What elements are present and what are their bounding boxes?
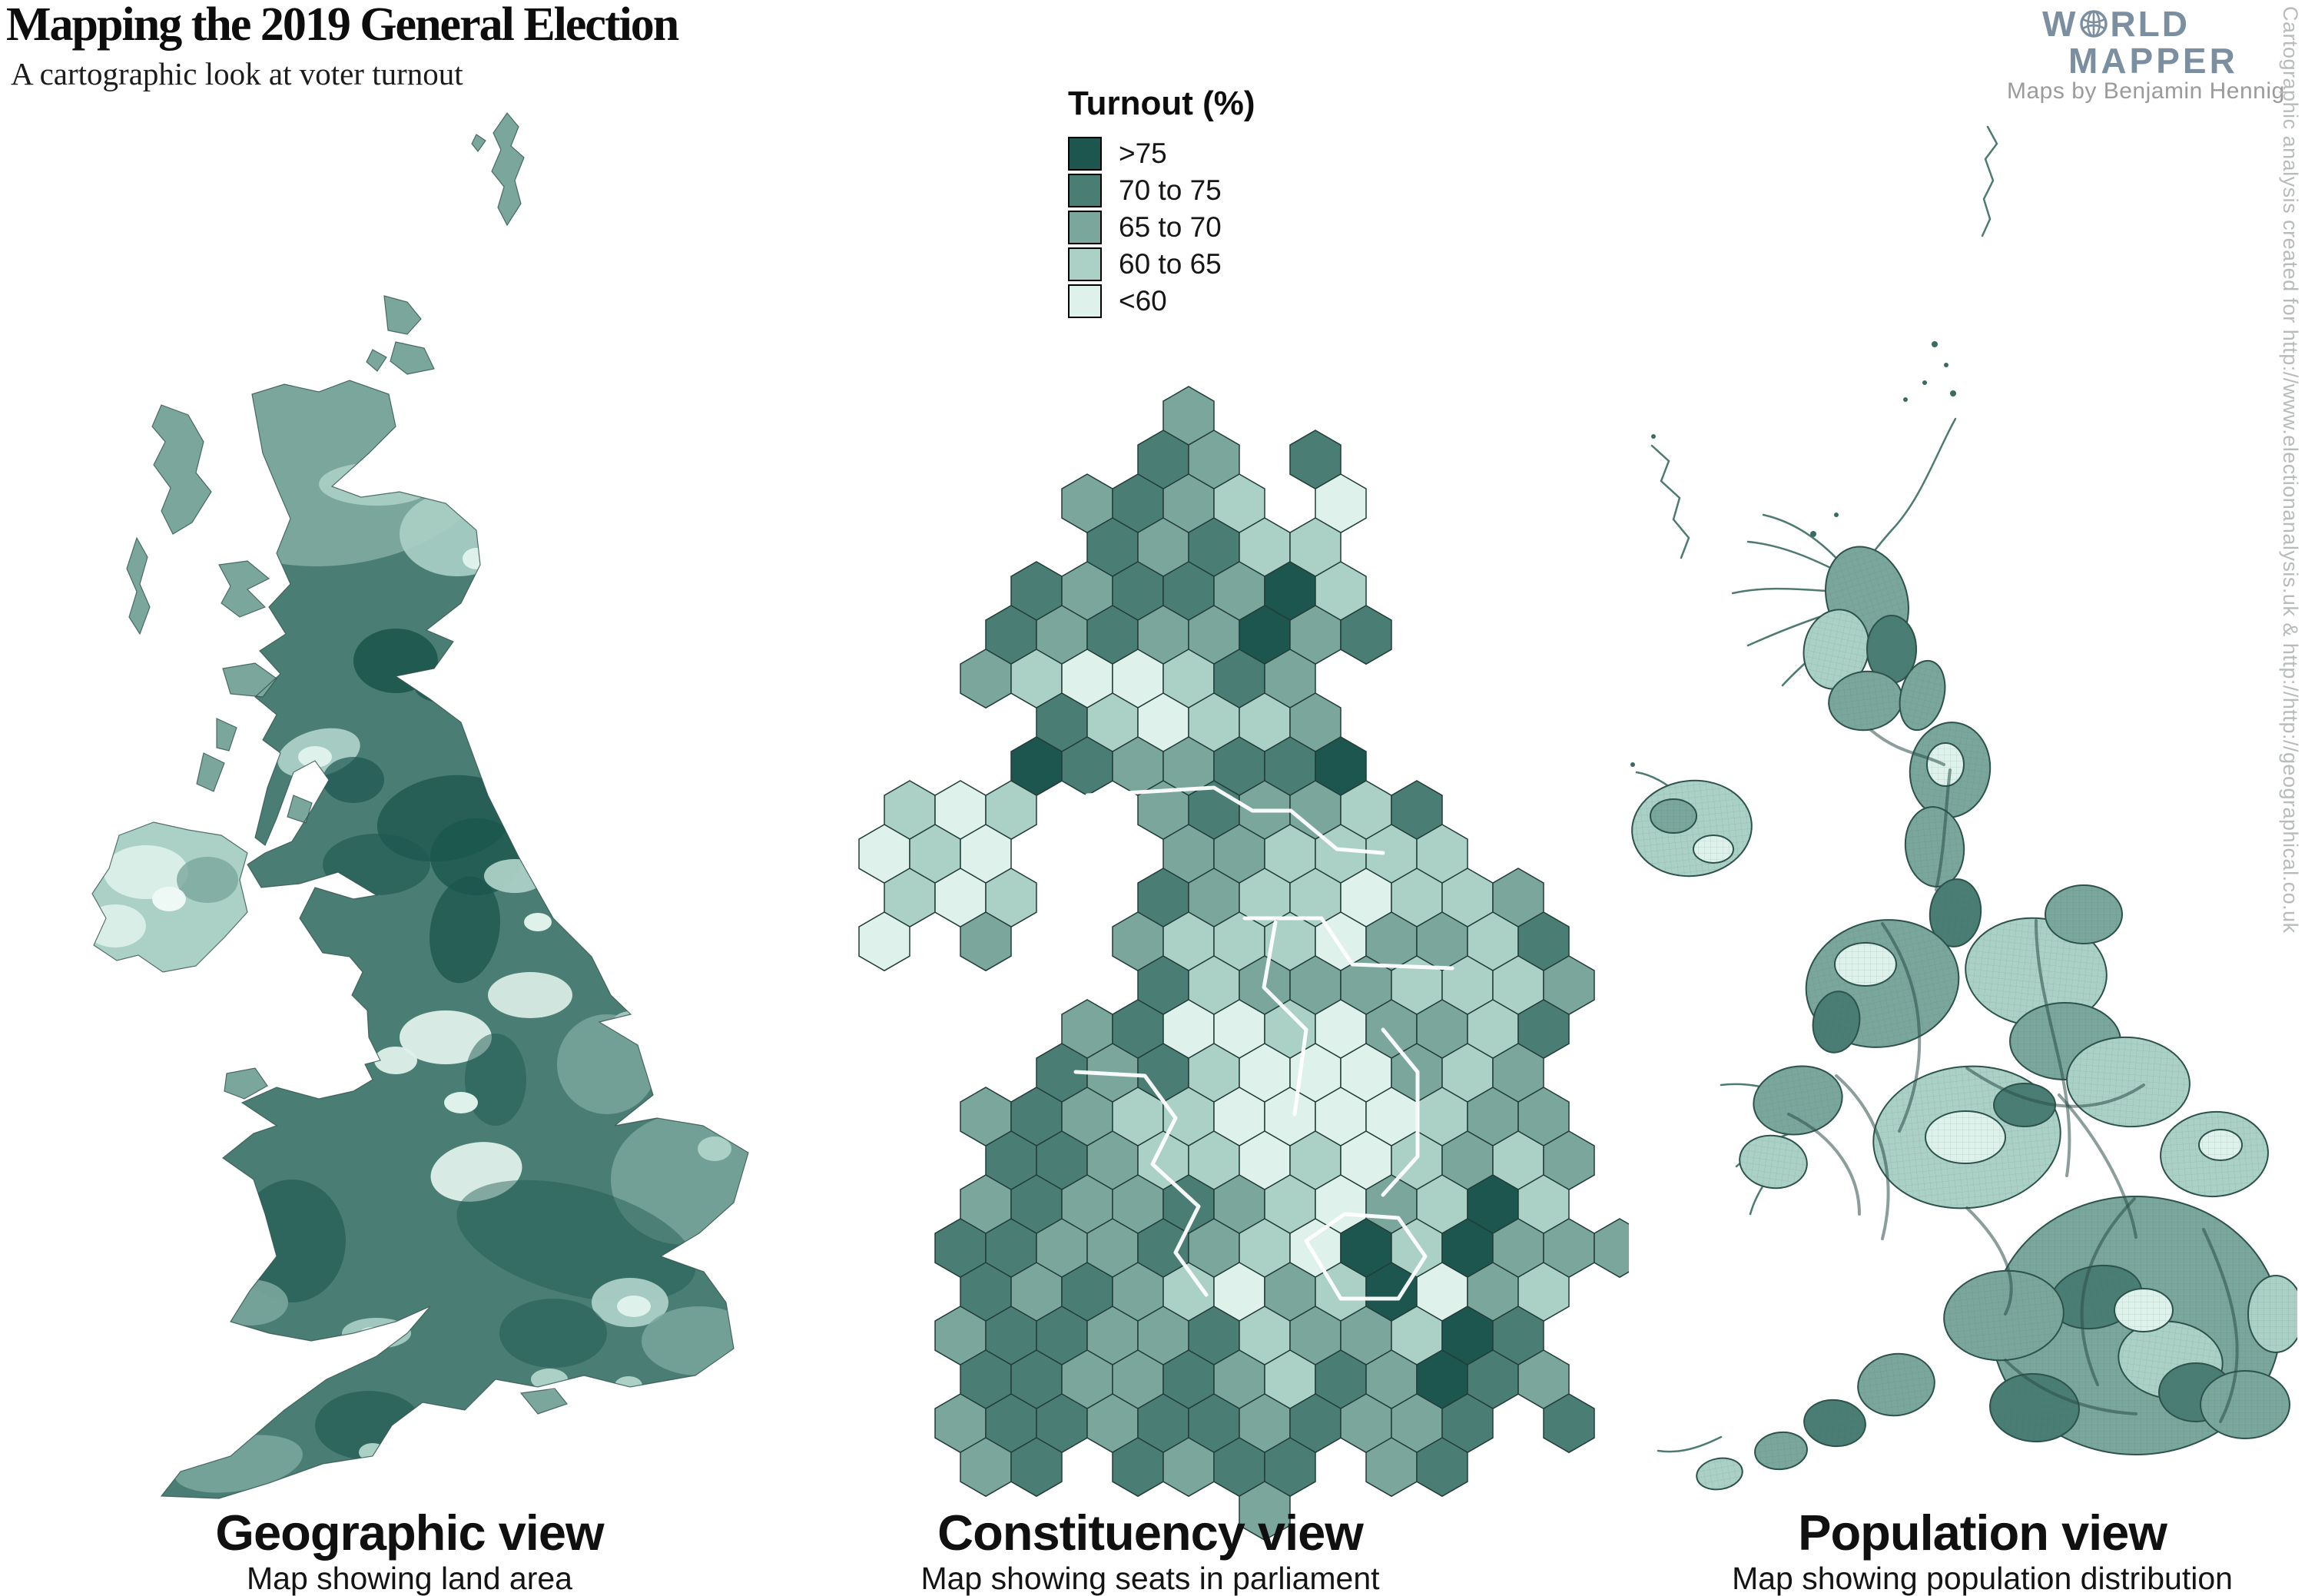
legend-label: <60: [1119, 285, 1167, 317]
legend-item: <60: [1068, 283, 1255, 320]
legend-label: >75: [1119, 138, 1167, 169]
geographic-choropleth-map: [91, 112, 749, 1499]
caption-subtitle: Map showing land area: [247, 1561, 572, 1596]
turnout-legend: Turnout (%) >75 70 to 75 65 to 70 60 to 65 <…: [1068, 85, 1255, 320]
legend-label: 60 to 65: [1119, 248, 1222, 280]
legend-items: >75 70 to 75 65 to 70 60 to 65 <60: [1068, 135, 1255, 320]
page-subtitle: A cartographic look at voter turnout: [11, 56, 463, 91]
legend-item: 60 to 65: [1068, 246, 1255, 283]
legend-item: 70 to 75: [1068, 172, 1255, 209]
globe-icon: [2080, 10, 2108, 38]
constituency-hex-cartogram: [858, 386, 1629, 1541]
population-cartogram: [1630, 125, 2297, 1491]
worldmapper-logo: W RLD: [2042, 6, 2190, 41]
logo-word-part: RLD: [2110, 4, 2190, 44]
legend-label: 70 to 75: [1119, 174, 1222, 206]
caption-subtitle: Map showing seats in parliament: [920, 1561, 1380, 1596]
side-attribution: Cartographic analysis created for http:/…: [2279, 6, 2302, 934]
caption-title: Geographic view: [215, 1505, 604, 1561]
worldmapper-logo-line2: MAPPER: [2068, 41, 2238, 81]
caption-constituency: Constituency view Map showing seats in p…: [766, 1505, 1534, 1596]
legend-swatch: [1068, 174, 1102, 207]
legend-item: >75: [1068, 135, 1255, 172]
legend-title: Turnout (%): [1068, 85, 1255, 122]
caption-title: Constituency view: [937, 1505, 1364, 1561]
legend-swatch: [1068, 137, 1102, 171]
caption-geographic: Geographic view Map showing land area: [25, 1505, 794, 1596]
legend-item: 65 to 70: [1068, 209, 1255, 246]
logo-word-part: W: [2042, 4, 2078, 44]
legend-label: 65 to 70: [1119, 211, 1222, 243]
legend-swatch: [1068, 211, 1102, 244]
caption-subtitle: Map showing population distribution: [1732, 1561, 2233, 1596]
map-author-credit: Maps by Benjamin Hennig: [2007, 78, 2285, 104]
caption-population: Population view Map showing population d…: [1598, 1505, 2305, 1596]
legend-swatch: [1068, 284, 1102, 318]
caption-title: Population view: [1798, 1505, 2167, 1561]
legend-swatch: [1068, 247, 1102, 281]
page-title: Mapping the 2019 General Election: [6, 0, 679, 51]
